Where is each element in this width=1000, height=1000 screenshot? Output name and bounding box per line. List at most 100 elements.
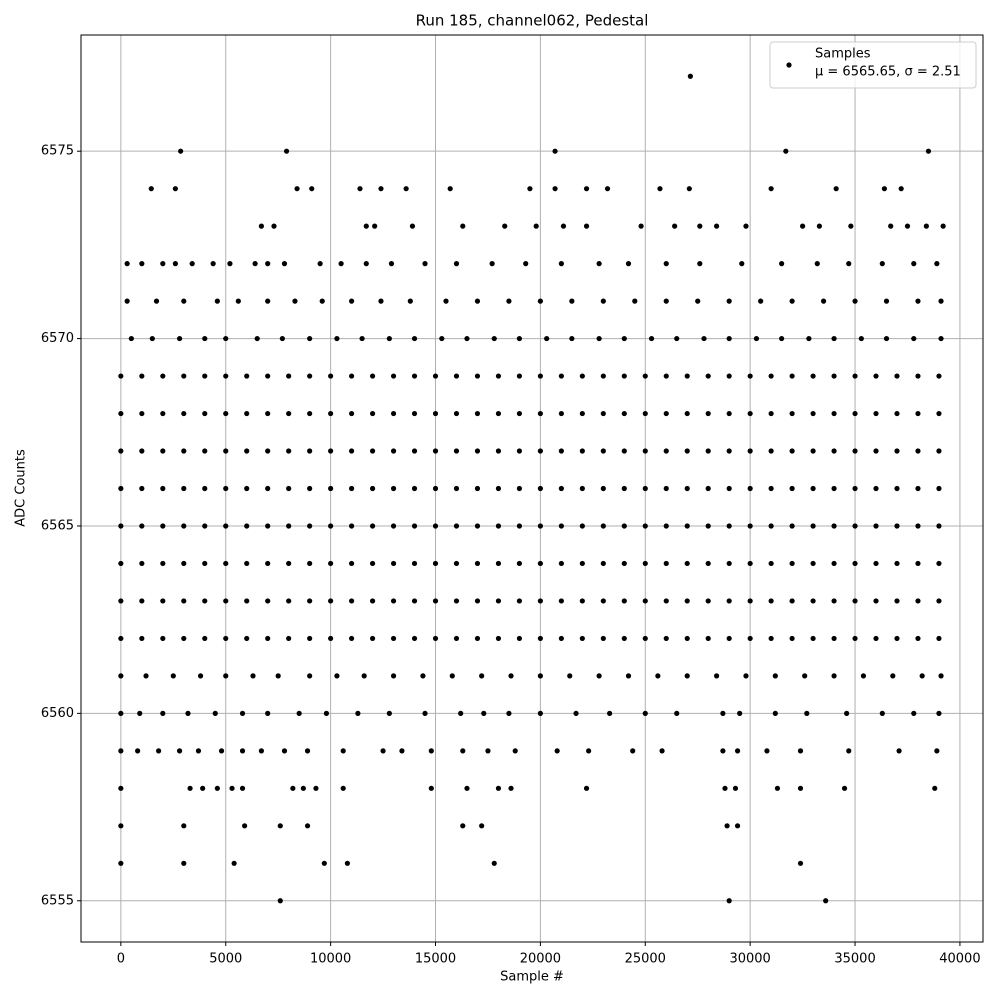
point	[139, 261, 145, 267]
point	[894, 560, 900, 567]
point	[852, 598, 858, 604]
point	[464, 785, 470, 791]
point	[307, 560, 313, 567]
point	[294, 186, 300, 192]
point	[411, 635, 418, 642]
point	[390, 523, 397, 529]
point	[202, 523, 208, 529]
x-tick-label: 25000	[625, 952, 666, 967]
point	[139, 523, 145, 529]
point	[231, 860, 237, 866]
point	[516, 485, 523, 492]
x-tick-label: 10000	[310, 952, 351, 967]
point	[296, 710, 302, 716]
point	[806, 335, 812, 342]
point	[789, 448, 795, 454]
point	[474, 560, 481, 567]
point	[340, 748, 346, 754]
point	[135, 748, 141, 754]
point	[663, 373, 669, 379]
point	[202, 560, 208, 567]
point	[432, 448, 439, 454]
point	[118, 485, 124, 492]
point	[160, 485, 166, 492]
point	[890, 673, 896, 679]
point	[453, 485, 460, 492]
point	[355, 710, 361, 716]
point	[779, 261, 785, 267]
point	[642, 448, 648, 454]
point	[172, 261, 178, 267]
point	[915, 298, 921, 304]
point	[789, 373, 795, 379]
point	[722, 785, 728, 791]
point	[537, 373, 543, 379]
point	[357, 186, 363, 192]
point	[420, 673, 426, 679]
point	[579, 635, 585, 642]
point	[852, 410, 858, 417]
point	[560, 223, 567, 229]
point	[873, 410, 879, 417]
point	[579, 485, 585, 492]
point	[181, 823, 187, 829]
point	[558, 523, 564, 529]
point	[583, 223, 590, 229]
point	[894, 635, 900, 642]
x-tick-label: 35000	[834, 952, 875, 967]
legend-marker	[786, 62, 792, 68]
point	[474, 598, 481, 604]
point	[181, 410, 187, 417]
point	[176, 748, 183, 754]
x-tick-label: 15000	[415, 952, 456, 967]
point	[286, 485, 292, 492]
point	[265, 410, 271, 417]
point	[275, 673, 281, 679]
x-tick-label: 30000	[729, 952, 770, 967]
point	[210, 261, 216, 267]
point	[883, 298, 890, 304]
point	[449, 673, 455, 679]
point	[938, 298, 944, 304]
point	[772, 673, 778, 679]
point	[479, 673, 485, 679]
point	[810, 598, 816, 604]
point	[181, 485, 187, 492]
point	[390, 560, 397, 567]
point	[378, 298, 384, 304]
point	[621, 373, 627, 379]
point	[460, 823, 466, 829]
y-tick-label: 6575	[41, 144, 74, 159]
point	[156, 748, 162, 754]
point	[432, 635, 439, 642]
point	[439, 335, 445, 342]
point	[244, 485, 250, 492]
point	[254, 335, 260, 342]
point	[747, 373, 753, 379]
point	[239, 748, 246, 754]
point	[495, 410, 502, 417]
point	[460, 223, 466, 229]
point	[369, 635, 376, 642]
point	[537, 673, 543, 679]
point	[495, 485, 502, 492]
point	[307, 485, 313, 492]
point	[453, 598, 460, 604]
point	[344, 860, 351, 866]
point	[852, 298, 858, 304]
point	[747, 635, 753, 642]
point	[495, 448, 502, 454]
point	[172, 186, 178, 192]
point	[244, 598, 250, 604]
point	[390, 373, 397, 379]
point	[495, 598, 502, 604]
point	[537, 298, 543, 304]
point	[189, 261, 195, 267]
point	[852, 523, 858, 529]
point	[185, 710, 191, 716]
point	[600, 298, 606, 304]
point	[642, 598, 648, 604]
point	[558, 448, 564, 454]
point	[789, 598, 795, 604]
